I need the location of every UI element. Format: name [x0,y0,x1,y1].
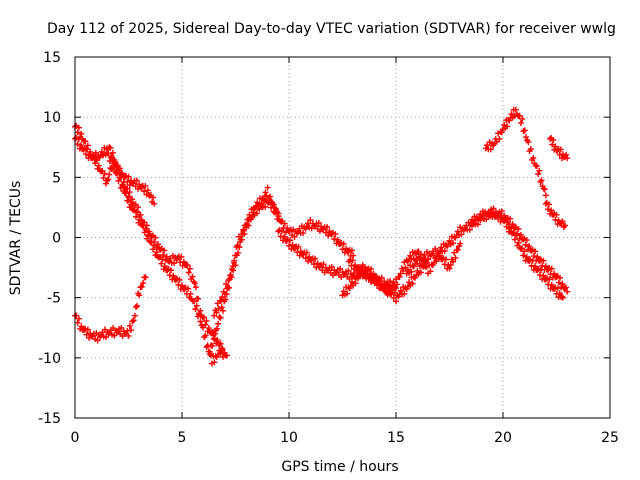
series-track-l [482,106,549,199]
y-axis-label: SDTVAR / TECUs [8,181,24,296]
series-track-f [206,196,282,355]
x-tick-label: 15 [387,430,405,446]
y-tick-label: -15 [38,411,61,427]
series-track-m [542,199,569,230]
data-points [72,106,571,367]
y-tick-label: 10 [43,110,61,126]
x-tick-label: 20 [494,430,512,446]
y-tick-label: 0 [52,231,61,247]
x-tick-label: 5 [178,430,187,446]
x-tick-label: 10 [280,430,298,446]
x-tick-labels: 0 5 10 15 20 25 [71,430,619,446]
y-tick-label: 5 [52,170,61,186]
x-tick-label: 0 [71,430,80,446]
y-tick-labels: -15 -10 -5 0 5 10 15 [38,50,61,427]
series-track-k [467,206,566,301]
y-tick-label: -10 [38,351,61,367]
x-axis-label: GPS time / hours [281,459,398,475]
chart-title: Day 112 of 2025, Sidereal Day-to-day VTE… [47,21,616,37]
y-tick-label: 15 [43,50,61,66]
plus-markers [547,134,571,162]
plus-markers [206,196,282,355]
axis-ticks [74,56,611,419]
plus-markers [482,106,549,199]
x-tick-label: 25 [601,430,619,446]
plus-markers [542,199,569,230]
grid [75,57,610,418]
series-track-n [547,134,571,162]
y-tick-label: -5 [47,291,61,307]
plus-markers [104,150,230,367]
series-track-d [104,150,230,367]
plus-markers [467,206,566,301]
